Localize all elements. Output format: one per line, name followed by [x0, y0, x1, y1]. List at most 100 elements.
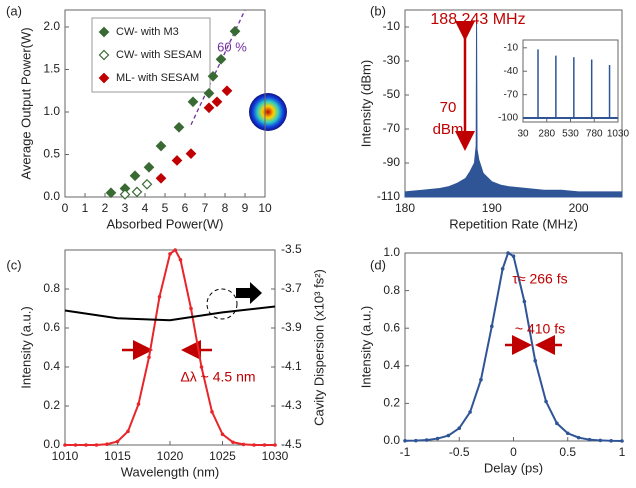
annotation: τ≈ 266 fs	[512, 271, 567, 287]
data-point	[414, 438, 418, 443]
x-tick-label: 1030	[607, 129, 630, 140]
y2-axis-label: Cavity Dispersion (x10³ fs²)	[311, 269, 326, 426]
data-point	[609, 439, 613, 443]
x-tick-label: 180	[395, 201, 415, 215]
y-tick-label: 0.6	[383, 320, 400, 334]
legend-marker	[98, 26, 110, 38]
legend-label: CW- with M3	[116, 26, 179, 38]
y-tick-label: 0.8	[43, 281, 60, 295]
data-point	[171, 155, 183, 166]
x-tick-label: 30	[517, 129, 529, 140]
x-axis-label: Delay (ps)	[484, 460, 543, 475]
data-point	[210, 410, 214, 414]
data-point	[143, 161, 155, 173]
y2-tick-label: -3.9	[281, 320, 302, 334]
y-tick-label: 0.6	[43, 320, 60, 334]
data-point	[565, 431, 570, 436]
data-point	[207, 70, 219, 82]
x-axis-label: Wavelength (nm)	[121, 464, 220, 479]
series-line	[64, 305, 276, 322]
data-point	[199, 365, 204, 369]
data-point	[203, 102, 215, 114]
data-point	[215, 53, 227, 65]
data-point	[105, 442, 109, 447]
legend-marker	[98, 72, 110, 84]
x-tick-label: 0.5	[559, 445, 576, 459]
data-point	[173, 121, 185, 133]
y-tick-label: 0.8	[383, 283, 400, 297]
data-point	[73, 443, 78, 447]
y2-tick-label: -4.3	[281, 398, 302, 412]
data-point	[187, 96, 199, 108]
y-tick-label: -40	[504, 66, 519, 77]
data-point	[203, 87, 215, 99]
data-point	[168, 252, 172, 256]
y2-tick-label: -4.5	[281, 437, 302, 451]
axis-arrow	[236, 282, 262, 304]
data-point	[468, 410, 472, 414]
legend-marker	[98, 49, 110, 61]
x-tick-label: 1030	[262, 449, 289, 463]
series-line	[65, 248, 275, 446]
data-point	[147, 355, 151, 360]
x-tick-label: 6	[182, 201, 189, 215]
y-tick-label: -70	[383, 121, 401, 135]
y2-tick-label: -3.5	[281, 242, 302, 256]
y-tick-label: -30	[383, 53, 401, 67]
data-point	[587, 437, 592, 442]
x-tick-label: 1025	[209, 449, 236, 463]
y-tick-label: -10	[383, 19, 401, 33]
y-tick-label: 0.0	[383, 433, 400, 447]
annotation: Δλ ~ 4.5 nm	[180, 369, 255, 385]
annotation: 60 %	[217, 39, 247, 54]
y-tick-label: -70	[504, 89, 519, 100]
data-point	[231, 440, 235, 445]
data-point	[506, 251, 510, 255]
data-point	[189, 306, 193, 311]
x-tick-label: 530	[562, 129, 579, 140]
data-point	[141, 178, 153, 190]
y-tick-label: -50	[383, 87, 401, 101]
y-tick-label: -90	[383, 155, 401, 169]
data-point	[119, 189, 131, 200]
data-point	[211, 96, 223, 108]
x-tick-label: 1010	[52, 449, 79, 463]
y-tick-label: 0.0	[43, 189, 60, 203]
data-point	[173, 248, 178, 252]
data-point	[500, 266, 505, 271]
data-point	[241, 442, 246, 447]
data-point	[424, 438, 429, 442]
x-tick-label: 5	[162, 201, 169, 215]
data-point	[157, 295, 162, 299]
data-point	[131, 186, 143, 198]
series-line	[404, 18, 623, 198]
y-tick-label: 0.4	[43, 359, 60, 373]
data-point	[479, 377, 483, 382]
y-tick-label: 0.4	[383, 358, 400, 372]
data-point	[457, 426, 462, 431]
x-tick-label: 4	[142, 201, 149, 215]
series-line	[404, 251, 623, 442]
beam-profile	[249, 93, 287, 131]
x-tick-label: 0	[62, 201, 69, 215]
panel-label: (d)	[370, 257, 386, 272]
y2-tick-label: -4.1	[281, 359, 302, 373]
y-tick-label: 0.2	[383, 396, 400, 410]
data-point	[511, 254, 516, 258]
data-point	[220, 432, 225, 437]
highlight-circle	[206, 288, 238, 320]
y-tick-label: 0.5	[43, 147, 60, 161]
data-point	[273, 443, 277, 447]
data-point	[136, 402, 141, 406]
data-point	[229, 25, 241, 37]
data-point	[94, 443, 99, 447]
data-point	[221, 85, 233, 97]
legend-box	[91, 17, 211, 93]
y2-tick-label: -3.7	[281, 281, 302, 295]
annotation: ~ 410 fs	[515, 321, 565, 337]
x-axis-label: Repetition Rate (MHz)	[449, 216, 578, 231]
x-tick-label: 190	[482, 201, 502, 215]
data-point	[620, 439, 624, 443]
x-tick-label: 3	[122, 201, 129, 215]
x-tick-label: -1	[400, 445, 411, 459]
